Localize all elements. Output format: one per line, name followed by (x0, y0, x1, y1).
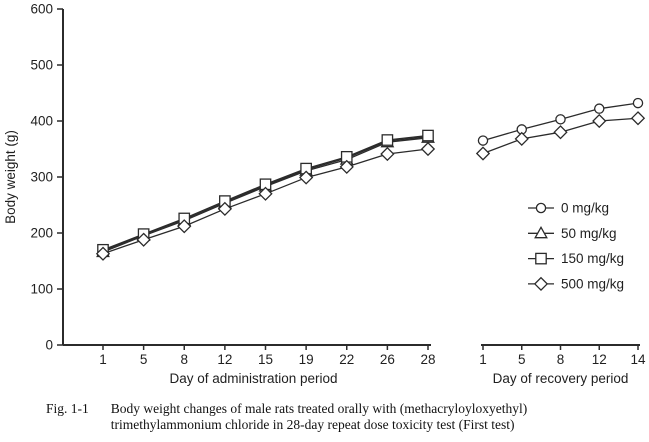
x-tick-label: 26 (380, 352, 395, 367)
legend: 0 mg/kg 50 mg/kg 150 mg/kg 500 mg/kg (528, 201, 624, 292)
x-tick-label: 8 (557, 352, 565, 367)
diamond-marker-icon (533, 276, 549, 292)
square-marker-icon (422, 129, 434, 142)
series-markers-500-mg-kg (95, 141, 436, 261)
x-tick-label: 12 (217, 352, 232, 367)
legend-label: 150 mg/kg (561, 251, 624, 266)
figure-caption-line2: trimethylammonium chloride in 28-day rep… (110, 417, 515, 432)
figure-caption: Fig. 1-1 Body weight changes of male rat… (46, 401, 527, 433)
y-tick-label: 0 (45, 338, 53, 353)
diamond-marker-icon (258, 186, 273, 201)
diamond-marker-icon (475, 146, 491, 161)
x-tick-label: 19 (299, 352, 314, 367)
x-tick-label: 1 (99, 352, 107, 367)
x-tick-label: 12 (592, 352, 607, 367)
x-axis-title-recovery: Day of recovery period (493, 371, 629, 386)
diamond-marker-icon (592, 113, 607, 129)
y-tick-label: 300 (30, 170, 53, 185)
legend-label: 500 mg/kg (561, 277, 624, 292)
y-axis-title: Body weight (g) (3, 130, 18, 224)
diamond-marker-icon (339, 159, 354, 175)
x-axis-title-administration: Day of administration period (169, 371, 337, 386)
y-tick-label: 400 (30, 114, 53, 129)
circle-marker-icon (535, 202, 547, 214)
diamond-marker-icon (299, 170, 314, 185)
square-marker-icon (381, 134, 394, 146)
diamond-marker-icon (630, 111, 646, 126)
figure-caption-label: Fig. 1-1 (46, 401, 89, 416)
diamond-marker-icon (553, 125, 568, 140)
diamond-marker-icon (514, 131, 529, 147)
y-tick-label: 500 (30, 58, 53, 73)
x-tick-label: 5 (140, 352, 148, 367)
y-tick-label: 100 (30, 282, 53, 297)
legend-label: 50 mg/kg (561, 226, 617, 241)
figure-caption-line1: Body weight changes of male rats treated… (110, 401, 528, 416)
series-line-500-mg-kg (102, 148, 429, 255)
figure-caption-text: Body weight changes of male rats treated… (111, 401, 528, 433)
diamond-marker-icon (136, 232, 151, 247)
series-markers-500-mg-kg (475, 111, 646, 161)
diamond-marker-icon (420, 141, 436, 157)
x-tick-label: 8 (180, 352, 188, 367)
circle-marker-icon (594, 103, 605, 114)
diamond-marker-icon (380, 146, 395, 162)
x-tick-label: 5 (518, 352, 526, 367)
circle-marker-icon (555, 114, 566, 125)
circle-marker-icon (477, 135, 489, 146)
x-tick-label: 15 (258, 352, 273, 367)
diamond-marker-icon (177, 219, 192, 234)
triangle-marker-icon (534, 225, 548, 239)
legend-label: 0 mg/kg (561, 201, 609, 216)
y-tick-label: 600 (30, 2, 53, 17)
x-tick-label: 14 (630, 352, 646, 367)
y-axis: 0 100 200 300 400 500 600 Body weight (g) (3, 2, 64, 353)
square-marker-icon (535, 252, 547, 265)
x-tick-label: 28 (420, 352, 435, 367)
x-tick-label: 1 (479, 352, 487, 367)
circle-marker-icon (632, 97, 644, 109)
x-tick-label: 22 (339, 352, 354, 367)
diamond-marker-icon (217, 201, 232, 217)
diamond-marker-icon (95, 246, 111, 261)
y-tick-label: 200 (30, 226, 53, 241)
